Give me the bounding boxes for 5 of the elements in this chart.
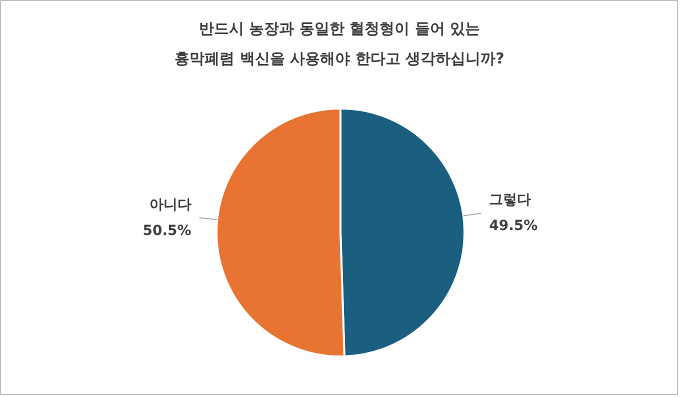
- data-label: 50.5%: [142, 222, 192, 239]
- data-label: 49.5%: [489, 218, 538, 234]
- slice-label: 그렇다: [489, 192, 532, 208]
- slice-label: 아니다: [149, 196, 192, 213]
- chart-title: 반드시 농장과 동일한 혈청형이 들어 있는 흉막폐렴 백신을 사용해야 한다고 생각하십니까?: [174, 20, 504, 68]
